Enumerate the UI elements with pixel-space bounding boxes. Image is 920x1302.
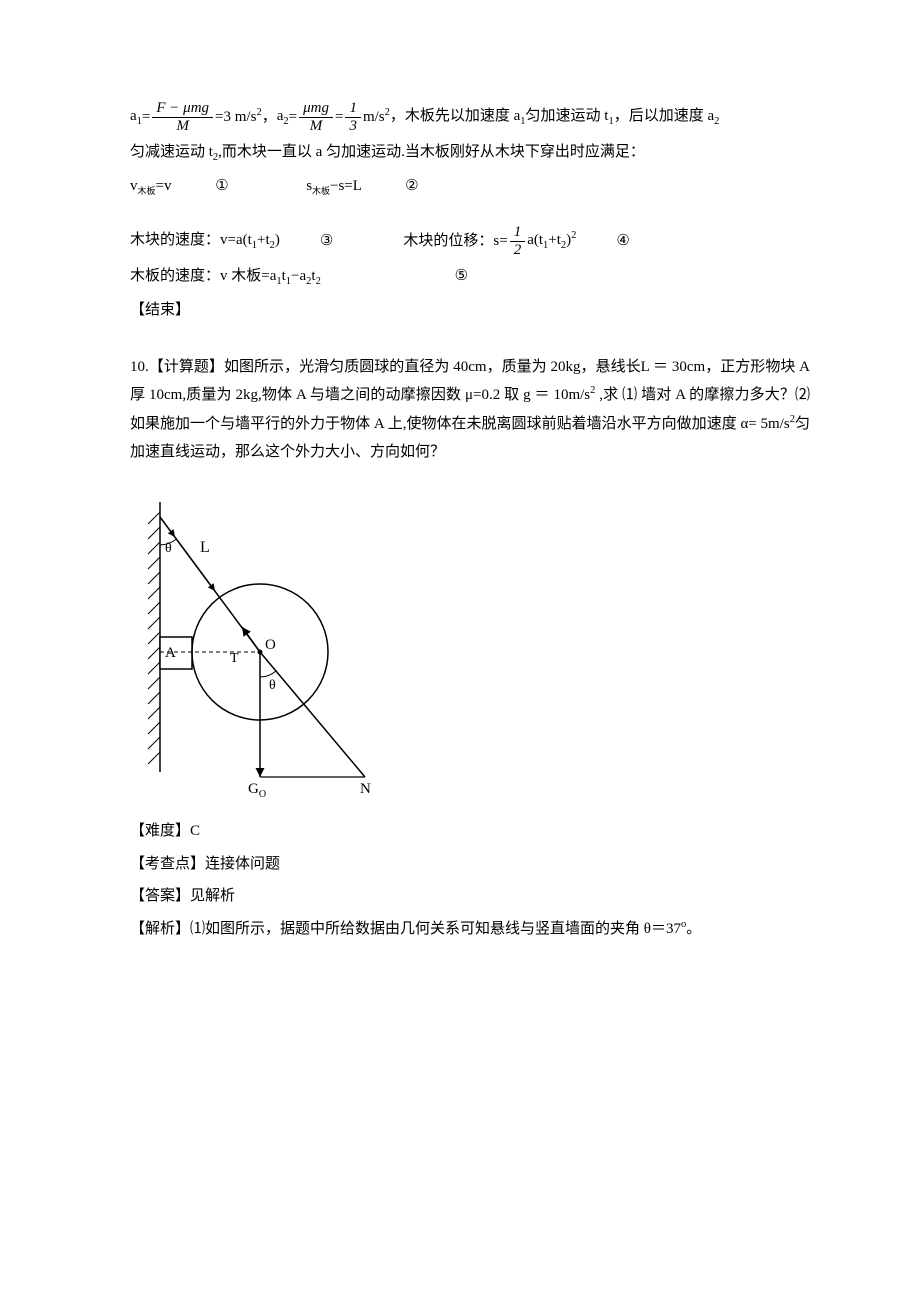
unit-2: m/s2 bbox=[363, 103, 390, 132]
answer-line: 【答案】见解析 bbox=[130, 882, 810, 911]
fraction-1: F − μmg M bbox=[152, 100, 213, 134]
equation-line-2: 匀减速运动 t2,而木块一直以 a 匀加速运动.当木板刚好从木块下穿出时应满足： bbox=[130, 138, 810, 168]
document-page: a1 = F − μmg M =3 m/s2 ， a2 = μmg M = 1 … bbox=[0, 0, 920, 1302]
svg-text:θ: θ bbox=[165, 541, 172, 556]
end-marker: 【结束】 bbox=[130, 296, 810, 325]
equation-line-1: a1 = F − μmg M =3 m/s2 ， a2 = μmg M = 1 … bbox=[130, 100, 810, 134]
svg-text:θ: θ bbox=[269, 678, 276, 693]
svg-text:N: N bbox=[360, 781, 371, 797]
circ-4: ④ bbox=[616, 227, 629, 256]
var-a2: a2 bbox=[277, 102, 289, 132]
svg-text:A: A bbox=[165, 645, 176, 661]
svg-text:T: T bbox=[230, 651, 239, 666]
problem-10-text: 10.【计算题】如图所示，光滑匀质圆球的直径为 40cm，质量为 20kg，悬线… bbox=[130, 353, 810, 467]
analysis-line: 【解析】⑴如图所示，据题中所给数据由几何关系可知悬线与竖直墙面的夹角 θ＝37o… bbox=[130, 915, 810, 944]
topic-line: 【考查点】连接体问题 bbox=[130, 850, 810, 879]
equation-line-4: 木块的速度：v=a(t1+t2) ③ 木块的位移：s= 1 2 a(t1+t2)… bbox=[130, 224, 810, 258]
block-disp-body: a(t1+t2)2 bbox=[527, 226, 576, 256]
svg-text:GO: GO bbox=[248, 781, 266, 797]
eq-sign-3: = bbox=[335, 103, 343, 132]
circ-3: ③ bbox=[320, 227, 333, 256]
var-a1: a1 bbox=[130, 102, 142, 132]
fraction-4: 1 2 bbox=[510, 224, 526, 258]
fraction-3: 1 3 bbox=[345, 100, 361, 134]
eq-sign-2: = bbox=[289, 103, 297, 132]
svg-text:L: L bbox=[200, 539, 210, 556]
equation-line-5: 木板的速度：v 木板=a1t1−a2t2 ⑤ bbox=[130, 262, 810, 292]
block-velocity: 木块的速度：v=a(t1+t2) bbox=[130, 226, 280, 256]
eq-sign: = bbox=[142, 103, 150, 132]
fraction-2: μmg M bbox=[299, 100, 333, 134]
block-disp-prefix: 木块的位移：s= bbox=[403, 227, 507, 256]
svg-text:O: O bbox=[265, 637, 276, 653]
tail-1: ，木板先以加速度 a1匀加速运动 t1，后以加速度 a2 bbox=[390, 102, 720, 132]
difficulty-line: 【难度】C bbox=[130, 817, 810, 846]
physics-figure: L θ A O T θ GO N bbox=[130, 497, 810, 808]
comma: ， bbox=[262, 103, 277, 132]
equation-line-3: v木板=v ① s木板−s=L ② bbox=[130, 172, 810, 201]
val-1: =3 m/s2 bbox=[215, 103, 262, 132]
